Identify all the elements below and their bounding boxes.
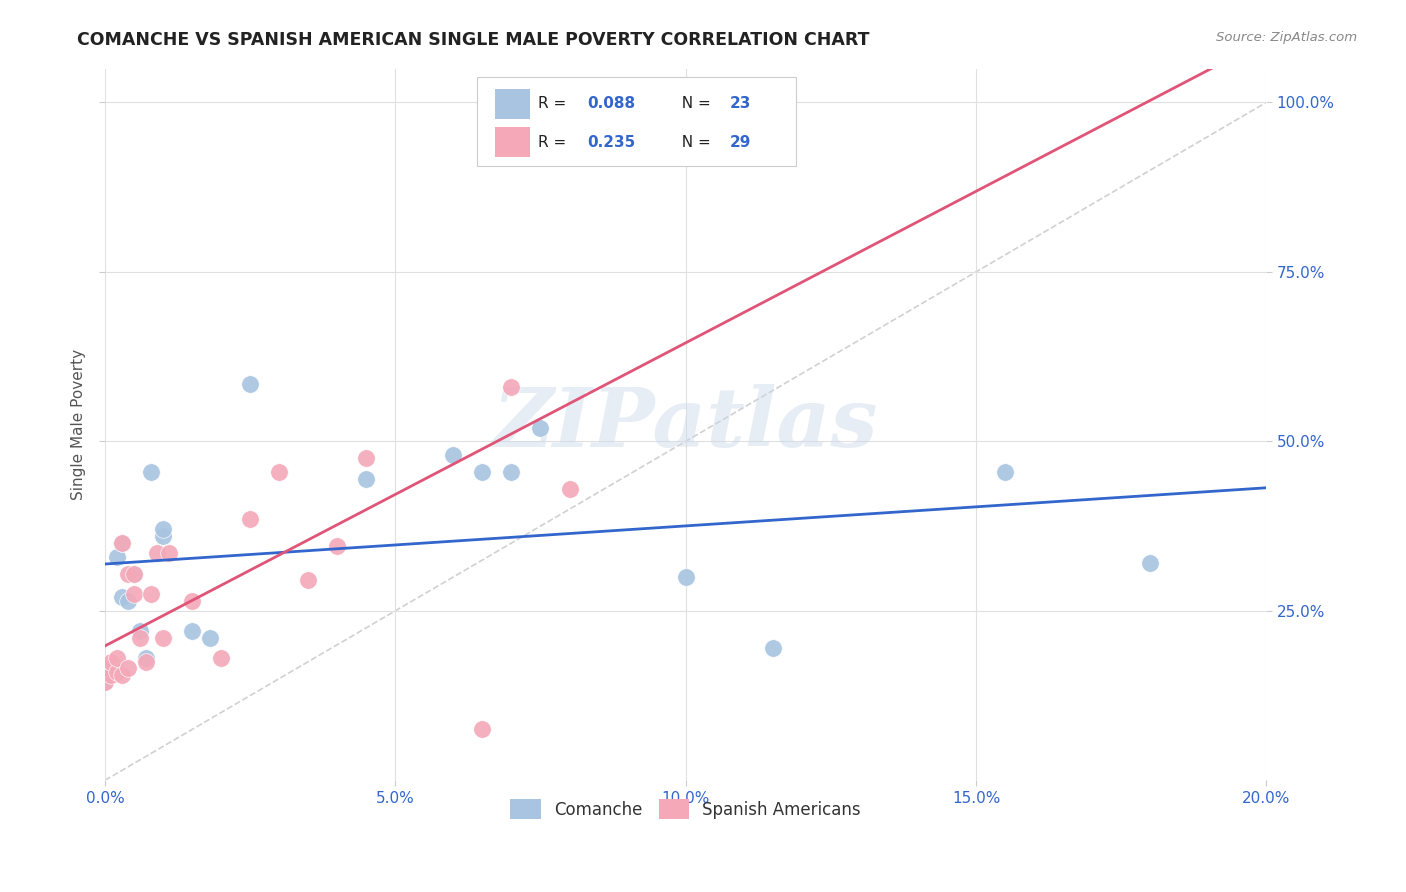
Point [117,661,139,675]
Text: R =: R = [538,135,571,150]
FancyBboxPatch shape [477,77,796,166]
Point [181,593,204,607]
Text: ZIPatlas: ZIPatlas [494,384,879,465]
Y-axis label: Single Male Poverty: Single Male Poverty [72,349,86,500]
Point [100,655,122,669]
Point [198,631,221,645]
Point [239,512,262,526]
Point [181,624,204,639]
Point [111,668,134,682]
Point [111,536,134,550]
FancyBboxPatch shape [495,88,530,119]
Point [675,570,697,584]
Point [94,675,117,690]
Text: Source: ZipAtlas.com: Source: ZipAtlas.com [1216,31,1357,45]
Text: R =: R = [538,96,571,111]
Point [141,587,163,601]
Text: N =: N = [672,135,716,150]
Point [152,631,174,645]
Point [157,546,180,560]
Point [326,540,349,554]
Point [269,465,291,479]
Point [111,591,134,605]
Point [146,546,169,560]
Point [105,665,128,679]
Point [441,448,464,462]
Point [1139,557,1161,571]
Text: 0.235: 0.235 [586,135,636,150]
Point [100,668,122,682]
Point [94,661,117,675]
Point [122,566,145,581]
Point [994,465,1017,479]
Point [529,421,551,435]
Point [117,566,139,581]
Point [122,566,145,581]
Point [703,150,725,164]
Point [105,549,128,564]
Text: 0.088: 0.088 [586,96,636,111]
Point [135,655,157,669]
Point [471,465,494,479]
Point [105,651,128,665]
Point [111,536,134,550]
Text: 23: 23 [730,96,751,111]
Point [356,472,378,486]
Point [239,376,262,391]
Point [297,574,319,588]
Point [501,380,523,394]
Point [128,631,150,645]
Point [122,587,145,601]
Point [152,523,174,537]
Point [501,465,523,479]
Point [135,651,157,665]
Point [209,651,232,665]
Text: COMANCHE VS SPANISH AMERICAN SINGLE MALE POVERTY CORRELATION CHART: COMANCHE VS SPANISH AMERICAN SINGLE MALE… [77,31,870,49]
Point [762,641,785,656]
Legend: Comanche, Spanish Americans: Comanche, Spanish Americans [503,793,868,825]
Point [141,465,163,479]
Point [128,624,150,639]
Point [94,675,117,690]
Point [152,529,174,543]
Point [356,451,378,466]
Point [558,482,581,496]
Text: N =: N = [672,96,716,111]
Text: 29: 29 [730,135,751,150]
FancyBboxPatch shape [495,127,530,157]
Point [117,593,139,607]
Point [471,723,494,737]
